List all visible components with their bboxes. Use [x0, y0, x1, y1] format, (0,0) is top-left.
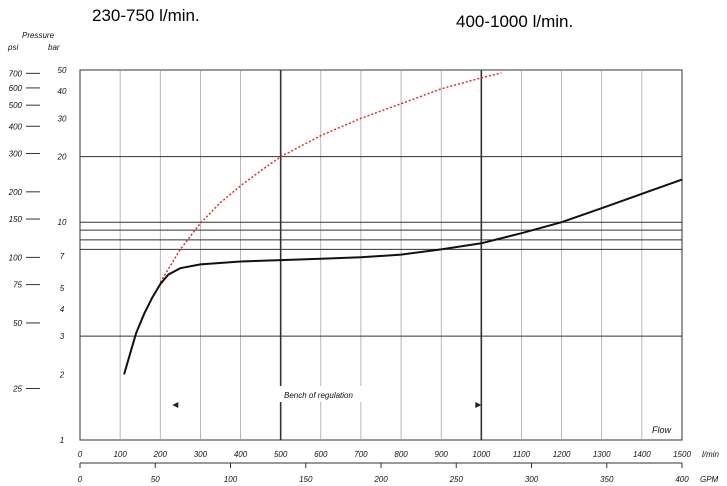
x-tick-label-lmin: 1300 [593, 450, 611, 459]
y-axis-label: Pressure [22, 31, 55, 40]
x-tick-label-lmin: 1100 [513, 450, 531, 459]
y-tick-label-psi: 75 [13, 281, 22, 290]
x-tick-label-lmin: 300 [194, 450, 208, 459]
y-tick-label-bar: 4 [60, 305, 65, 314]
annotation-background [274, 386, 398, 402]
x-tick-label-gpm: 350 [600, 475, 614, 484]
series-group [123, 72, 683, 375]
regulation-arrow-left [172, 402, 179, 408]
y-tick-label-psi: 300 [9, 149, 23, 158]
x-tick-label-lmin: 400 [234, 450, 248, 459]
x-tick-label-lmin: 1200 [553, 450, 571, 459]
series-line-red [159, 72, 502, 283]
y-tick-label-bar: 7 [60, 252, 65, 261]
x-tick-label-gpm: 250 [449, 475, 464, 484]
y-tick-label-bar: 2 [59, 370, 65, 379]
y-tick-label-psi: 50 [13, 319, 22, 328]
y-tick-label-psi: 700 [9, 69, 23, 78]
grid [80, 70, 682, 440]
y-unit-psi: psi [7, 43, 18, 52]
x-tick-label-lmin: 800 [394, 450, 408, 459]
x-tick-label-lmin: 200 [153, 450, 168, 459]
y-tick-label-psi: 500 [9, 101, 23, 110]
x-tick-label-lmin: 1400 [633, 450, 651, 459]
y-tick-label-bar: 30 [58, 114, 67, 123]
x-tick-label-gpm: 100 [224, 475, 238, 484]
y-tick-label-bar: 5 [60, 284, 65, 293]
y-tick-label-psi: 200 [8, 188, 23, 197]
x-tick-label-lmin: 1000 [472, 450, 490, 459]
x-secondary-unit: GPM [700, 475, 719, 484]
x-tick-label-lmin: 700 [354, 450, 368, 459]
y-tick-label-bar: 20 [57, 153, 67, 162]
y-tick-label-psi: 25 [12, 385, 22, 394]
x-axis-label: Flow [652, 425, 672, 435]
y-tick-label-bar: 50 [58, 66, 67, 75]
y-tick-label-psi: 100 [9, 253, 23, 262]
regulation-arrow-right [475, 402, 482, 408]
x-tick-label-lmin: 1500 [673, 450, 691, 459]
y-tick-label-bar: 3 [60, 332, 65, 341]
x-tick-label-lmin: 600 [314, 450, 328, 459]
x-tick-label-gpm: 400 [675, 475, 689, 484]
regulation-arrows [172, 402, 482, 408]
y-tick-label-psi: 150 [9, 215, 23, 224]
y-unit-bar: bar [48, 43, 60, 52]
x-tick-label-gpm: 200 [373, 475, 388, 484]
regulation-annotation: Bench of regulation [284, 391, 353, 400]
y-tick-label-psi: 400 [9, 122, 23, 131]
x-tick-label-lmin: 0 [78, 450, 83, 459]
x-tick-label-lmin: 900 [435, 450, 449, 459]
y-tick-label-bar: 10 [58, 218, 67, 227]
series-line-black [123, 178, 683, 375]
x-tick-label-lmin: 500 [274, 450, 288, 459]
y-tick-label-bar: 1 [60, 436, 64, 445]
x-primary-unit: l/min [702, 450, 719, 459]
x-tick-label-gpm: 0 [78, 475, 83, 484]
x-tick-label-gpm: 50 [151, 475, 160, 484]
left-range-label: 230-750 l/min. [92, 6, 200, 25]
x-tick-label-gpm: 150 [299, 475, 313, 484]
plot-frame [79, 69, 683, 441]
y-tick-label-bar: 40 [58, 87, 67, 96]
right-range-label: 400-1000 l/min. [456, 12, 574, 31]
x-tick-label-lmin: 100 [113, 450, 127, 459]
y-tick-label-psi: 600 [9, 84, 23, 93]
x-tick-label-gpm: 300 [525, 475, 539, 484]
tick-labels: 0 100 200 300 400 500 600 700 800 900 1000 1100 1200… [8, 66, 692, 484]
